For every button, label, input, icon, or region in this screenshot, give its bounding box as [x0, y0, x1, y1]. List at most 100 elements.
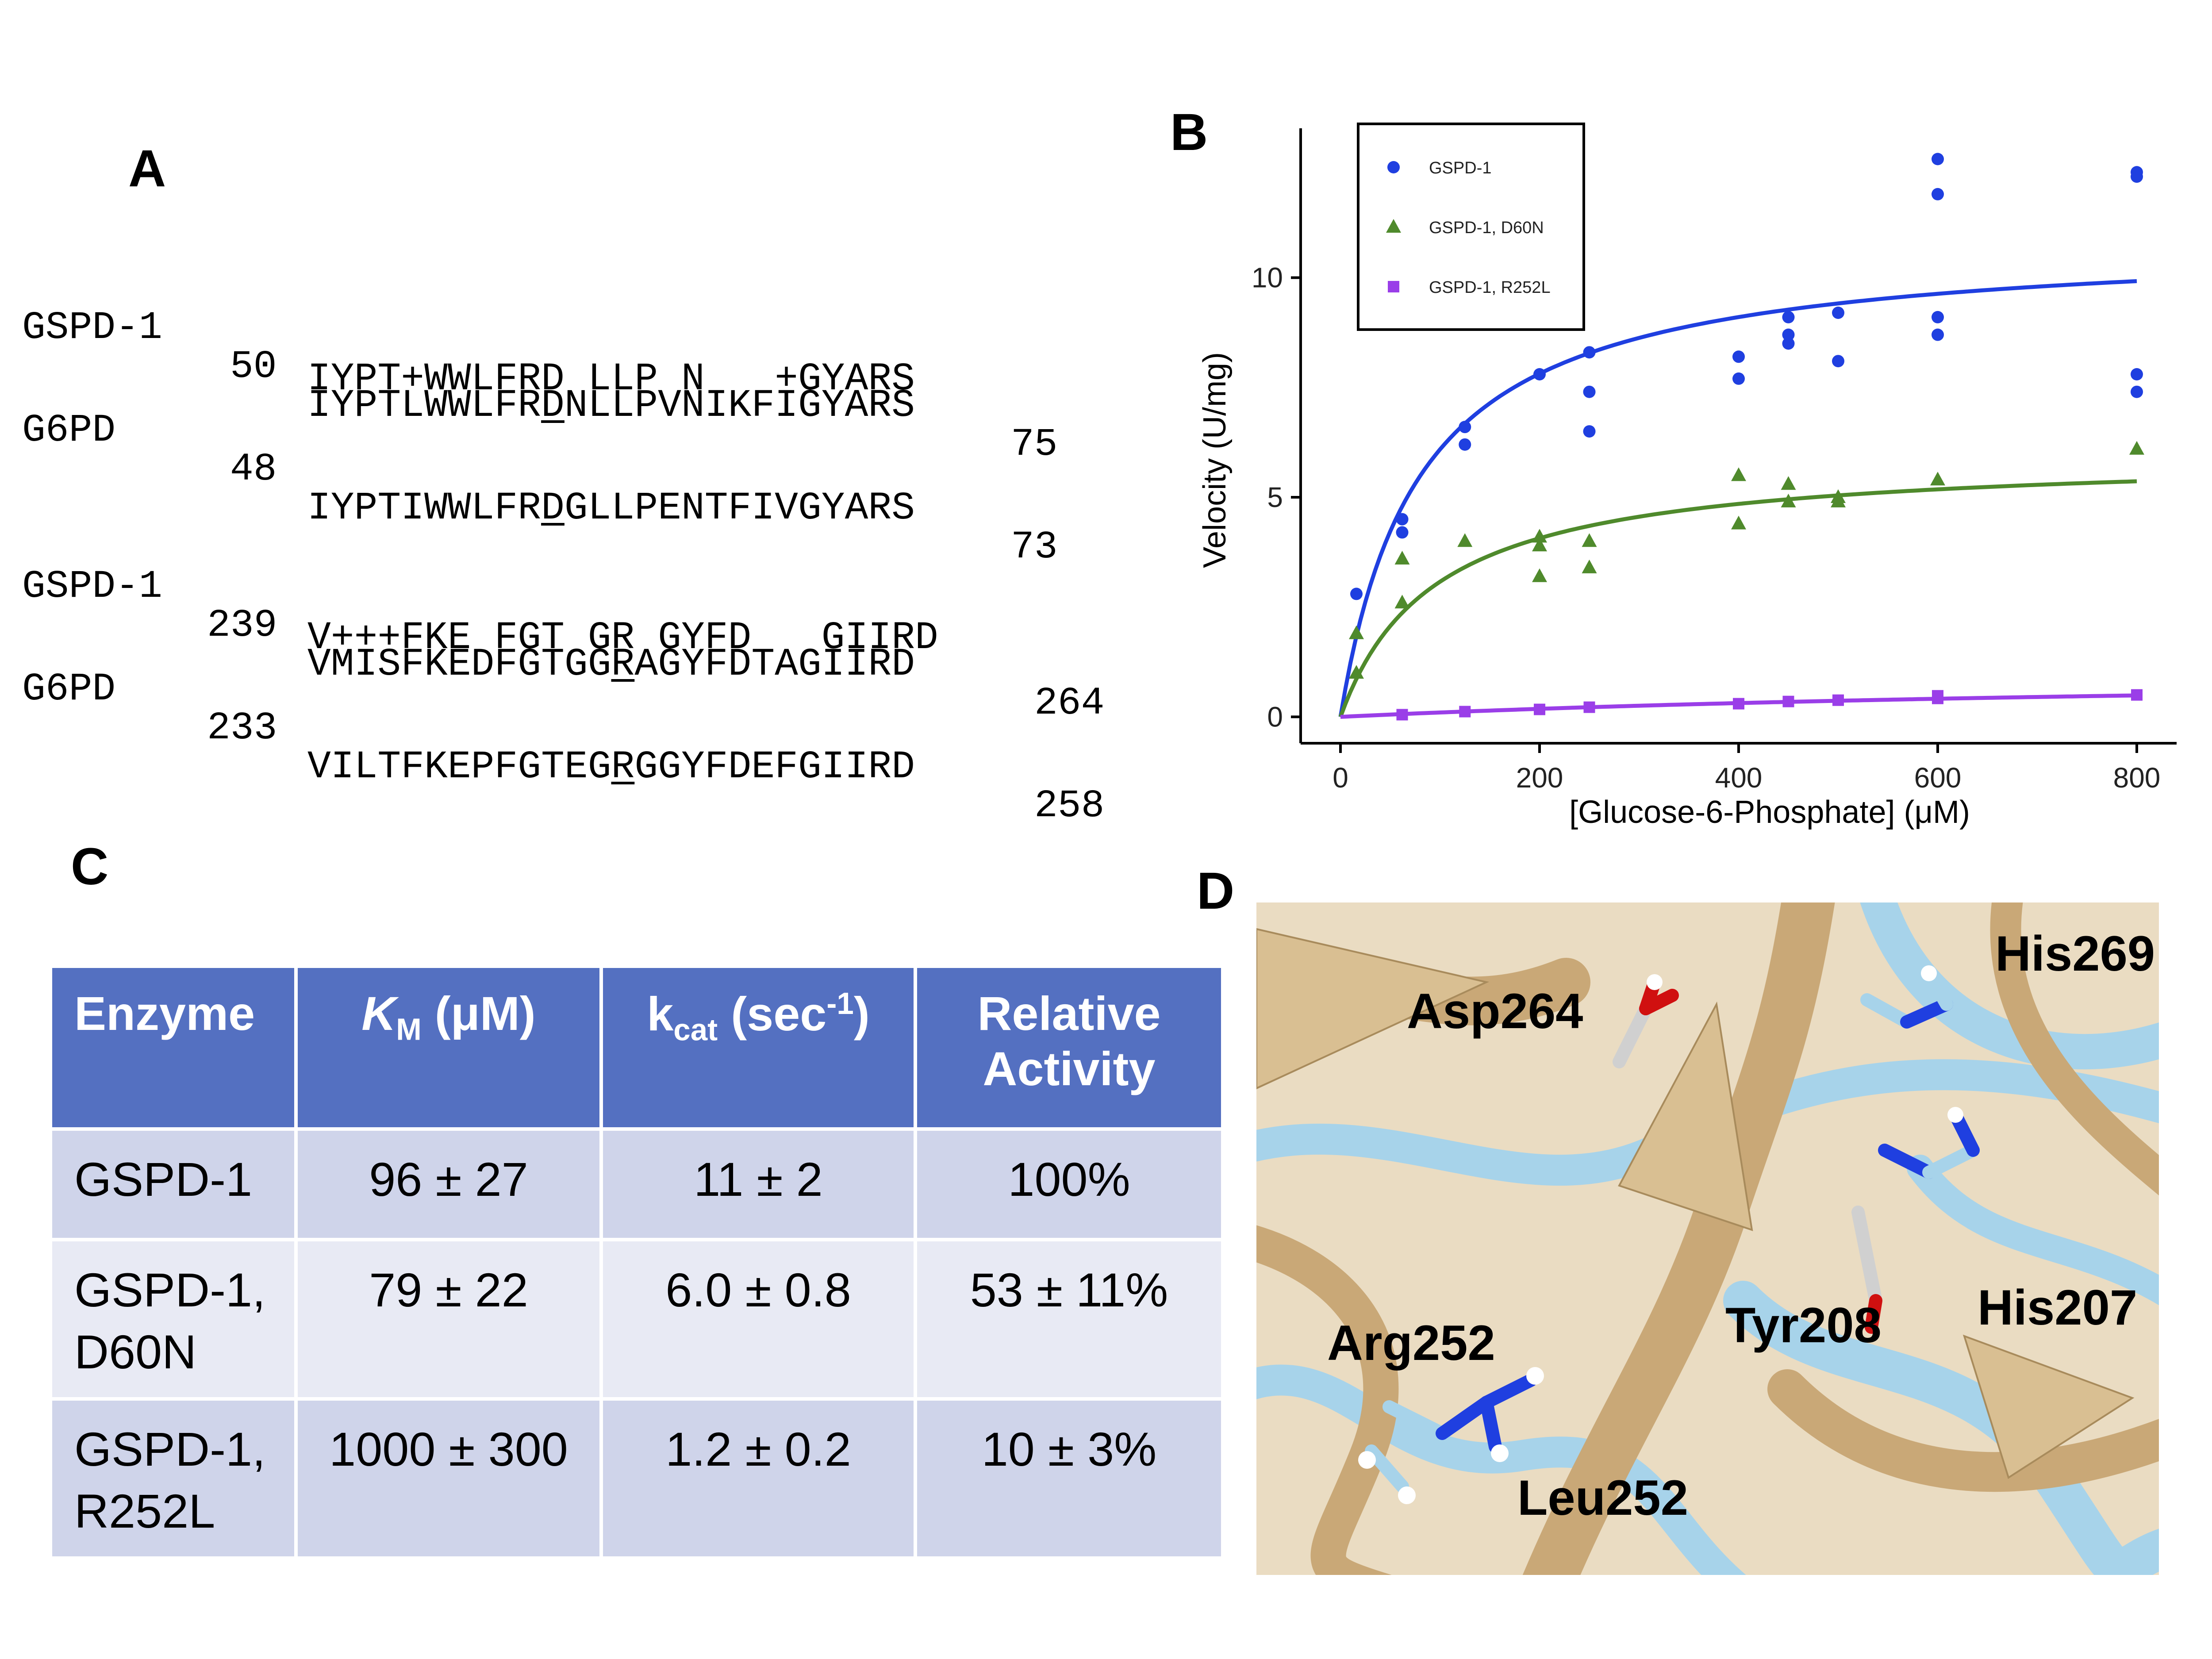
- data-point: [1396, 526, 1409, 539]
- data-point: [1583, 425, 1596, 438]
- header-km: KM (μM): [294, 964, 603, 1131]
- data-point: [1831, 493, 1846, 507]
- data-point: [1532, 568, 1547, 582]
- x-tick-label: 600: [1914, 762, 1962, 794]
- cell-km: 79 ± 22: [294, 1238, 603, 1401]
- data-point: [1387, 161, 1400, 173]
- seq-name: GSPD-1: [22, 565, 162, 609]
- seq-residues: IYPTIWWLFRDGLLPENTFIVGYARS: [307, 487, 915, 530]
- alignment-row-g6pd-a: G6PD 48 IYPTIWWLFRDGLLPENTFIVGYARS 73: [0, 373, 1058, 606]
- table-row: GSPD-1 96 ± 27 11 ± 2 100%: [49, 1127, 1225, 1241]
- y-tick-label: 10: [1252, 262, 1283, 294]
- panel-b-label: B: [1170, 103, 1208, 161]
- data-point: [1350, 588, 1363, 600]
- cell-km: 96 ± 27: [294, 1127, 603, 1241]
- panel-a-label: A: [128, 139, 166, 198]
- data-point: [1832, 307, 1844, 319]
- data-point: [2131, 368, 2143, 380]
- data-point: [1782, 328, 1795, 341]
- cell-enzyme: GSPD-1, R252L: [49, 1397, 298, 1560]
- seq-name: GSPD-1: [22, 306, 162, 350]
- residue-label-arg252: Arg252: [1327, 1315, 1495, 1371]
- seq-end: 258: [1034, 784, 1105, 828]
- data-point: [2129, 441, 2144, 455]
- data-point: [1731, 467, 1746, 481]
- data-point: [1459, 421, 1471, 434]
- data-point: [1583, 701, 1595, 713]
- data-point: [1459, 438, 1471, 451]
- fit-curve: [1338, 279, 2137, 718]
- y-axis-label: Velocity (U/mg): [1197, 352, 1233, 568]
- cell-kcat: 1.2 ± 0.2: [599, 1397, 917, 1560]
- seq-start: 239: [207, 604, 277, 648]
- seq-residues: IYPTLWWLFRDNLLPVNIKFIGYARS: [307, 384, 915, 428]
- conserved-asp-residue: D: [541, 384, 565, 428]
- seq-name: G6PD: [22, 409, 116, 453]
- match-line: V+++FKE FGT GR GYFD GIIRD: [307, 616, 938, 660]
- protein-structure-image: Asp264 His269 Tyr208 His207 Arg252 Leu25…: [1256, 902, 2159, 1575]
- data-point: [1832, 355, 1844, 368]
- data-point: [1459, 706, 1471, 718]
- alignment-match-b: V+++FKE FGT GR GYFD GIIRD: [0, 580, 938, 697]
- data-point: [1733, 698, 1744, 710]
- data-point: [1394, 595, 1410, 609]
- data-point: [1732, 350, 1745, 363]
- data-point: [2131, 689, 2143, 701]
- conserved-arg-residue: R: [611, 643, 635, 687]
- y-tick-label: 5: [1267, 481, 1283, 513]
- residue-label-his269: His269: [1995, 926, 2155, 981]
- legend-entry-label: GSPD-1, R252L: [1429, 278, 1551, 297]
- data-point: [1583, 346, 1596, 359]
- data-point: [1582, 559, 1597, 573]
- cell-km: 1000 ± 300: [294, 1397, 603, 1560]
- data-point: [2131, 170, 2143, 183]
- data-point: [1349, 625, 1364, 639]
- cell-relative-activity: 100%: [914, 1127, 1225, 1241]
- cell-relative-activity: 53 ± 11%: [914, 1238, 1225, 1401]
- data-point: [1832, 694, 1844, 706]
- x-axis-label: [Glucose-6-Phosphate] (μM): [1569, 795, 1970, 830]
- data-point: [1386, 219, 1401, 233]
- kinetics-table: Enzyme KM (μM) kcat (sec-1) Relative Acti…: [49, 964, 1225, 1560]
- data-point: [1782, 311, 1795, 323]
- chart-legend: GSPD-1 GSPD-1, D60N GSPD-1, R252L: [1357, 123, 1585, 331]
- alignment-row-gspd1-b: GSPD-1 239 VMISFKEDFGTGGRAGYFDTAGIIRD 26…: [0, 529, 1104, 762]
- cell-kcat: 11 ± 2: [599, 1127, 917, 1241]
- residue-label-his207: His207: [1978, 1280, 2138, 1335]
- data-point: [1731, 515, 1746, 530]
- seq-residues: VILTFKEPFGTEGRGGYFDEFGIIRD: [307, 745, 915, 789]
- x-tick-label: 800: [2113, 762, 2161, 794]
- data-point: [1932, 188, 1944, 200]
- table-row: GSPD-1, D60N 79 ± 22 6.0 ± 0.8 53 ± 11%: [49, 1238, 1225, 1401]
- data-point: [1782, 695, 1794, 707]
- data-point: [1388, 281, 1399, 292]
- data-point: [1781, 493, 1796, 507]
- cell-enzyme: GSPD-1: [49, 1127, 298, 1241]
- legend-entry-label: GSPD-1, D60N: [1429, 219, 1544, 237]
- x-tick-label: 400: [1715, 762, 1763, 794]
- conserved-asp-residue: D: [541, 487, 565, 530]
- cell-enzyme: GSPD-1, D60N: [49, 1238, 298, 1401]
- data-point: [1394, 551, 1410, 565]
- x-tick-label: 200: [1516, 762, 1563, 794]
- seq-name: G6PD: [22, 668, 116, 711]
- data-point: [1930, 472, 1945, 486]
- data-point: [1932, 328, 1944, 341]
- table-row: GSPD-1, R252L 1000 ± 300 1.2 ± 0.2 10 ± 3…: [49, 1397, 1225, 1560]
- data-point: [1532, 529, 1547, 543]
- seq-start: 233: [207, 707, 277, 750]
- seq-start: 48: [230, 448, 277, 492]
- header-enzyme: Enzyme: [49, 964, 298, 1131]
- cell-relative-activity: 10 ± 3%: [914, 1397, 1225, 1560]
- data-point: [1932, 311, 1944, 323]
- data-point: [1457, 533, 1473, 547]
- alignment-match-a: IYPT+WWLFRD LLP N +GYARS: [0, 321, 915, 438]
- data-point: [1582, 533, 1597, 547]
- alignment-row-gspd1-a: GSPD-1 50 IYPTLWWLFRDNLLPVNIKFIGYARS 75: [0, 270, 1058, 503]
- data-point: [1932, 690, 1943, 702]
- alignment-row-g6pd-b: G6PD 233 VILTFKEPFGTEGRGGYFDEFGIIRD 258: [0, 631, 1104, 865]
- data-point: [1396, 709, 1408, 721]
- residue-label-tyr208: Tyr208: [1725, 1298, 1882, 1353]
- data-point: [1349, 665, 1364, 679]
- data-point: [1932, 153, 1944, 165]
